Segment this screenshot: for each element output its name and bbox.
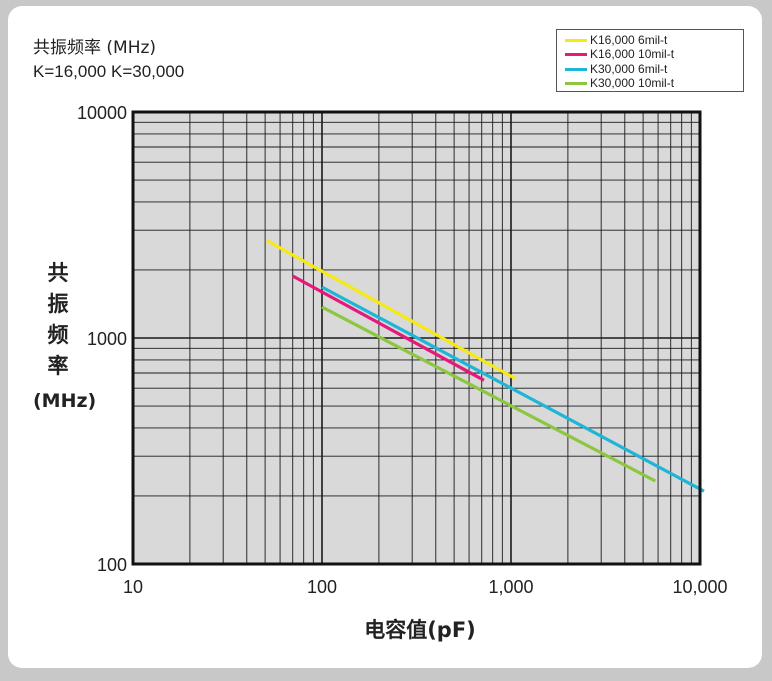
x-tick-label: 1,000 [488,577,533,597]
legend-item-k30-10mil: K30,000 10mil-t [565,76,674,90]
legend-label-k30-10mil: K30,000 10mil-t [590,76,675,90]
y-tick-label: 100 [97,555,127,575]
y-tick-label: 1000 [87,329,127,349]
series-line-2 [291,274,485,382]
legend-swatch-k30-10mil [565,81,587,85]
y-axis-title-char-3: 频 [47,323,69,347]
chart-header-subtitle: K=16,000 K=30,000 [33,62,185,81]
y-axis-title-unit: (MHz) [33,390,97,412]
plot-frame [131,110,702,566]
y-axis-title: 共 振 频 率 (MHz) [33,258,97,417]
legend: K16,000 6mil-t K16,000 10mil-t K30,000 6… [556,29,744,92]
y-axis-title-char-2: 振 [47,292,69,316]
series-line-3 [321,285,705,493]
series-lines [265,239,705,493]
legend-label-k16-10mil: K16,000 10mil-t [590,47,675,61]
legend-item-k16-6mil: K16,000 6mil-t [565,33,667,47]
legend-label-k30-6mil: K30,000 6mil-t [590,62,668,76]
x-tick-label: 100 [307,577,337,597]
legend-swatch-k30-6mil [565,67,587,71]
y-axis-title-char-1: 共 [47,261,69,285]
grid-lines [133,112,700,564]
series-line-1 [265,239,517,381]
x-tick-label: 10,000 [672,577,727,597]
x-tick-label: 10 [123,577,143,597]
y-axis-title-char-4: 率 [47,354,69,378]
legend-swatch-k16-10mil [565,52,587,56]
x-axis-title: 电容值(pF) [364,618,476,642]
legend-label-k16-6mil: K16,000 6mil-t [590,33,668,47]
series-line-4 [321,305,657,483]
y-tick-label: 10000 [77,103,127,123]
legend-swatch-k16-6mil [565,38,587,42]
legend-item-k30-6mil: K30,000 6mil-t [565,62,667,76]
legend-item-k16-10mil: K16,000 10mil-t [565,47,674,61]
chart-header-title: 共振频率 (MHz) [33,38,157,58]
